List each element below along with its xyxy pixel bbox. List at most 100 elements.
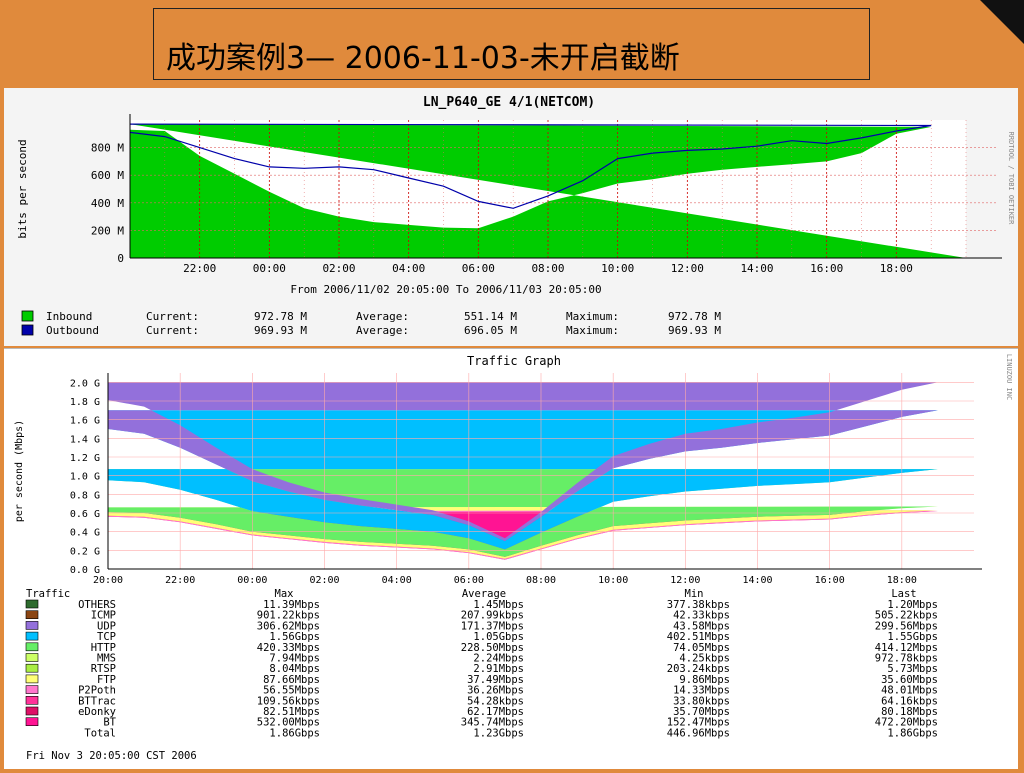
y-tick-label: 1.4 G [70, 434, 100, 445]
row-average: 2.24Mbps [473, 653, 524, 665]
x-tick-label: 10:00 [601, 262, 634, 275]
x-tick-label: 14:00 [742, 575, 772, 586]
row-max: 901.22kbps [257, 610, 320, 622]
x-tick-label: 08:00 [526, 575, 556, 586]
vendor-label: LINUZOU INC [1005, 354, 1013, 400]
row-min: 35.70Mbps [673, 706, 730, 718]
row-last: 1.86Gbps [887, 727, 938, 739]
row-last: 472.20Mbps [875, 717, 938, 729]
cacti-traffic-graph: Traffic Graph per second (Mbps) LINUZOU IN… [14, 354, 1013, 762]
row-swatch [25, 663, 39, 673]
row-min: 74.05Mbps [673, 642, 730, 654]
y-tick-label: 1.2 G [70, 453, 100, 464]
row-average: 2.91Mbps [473, 663, 524, 675]
y-axis-label: per second (Mbps) [14, 420, 25, 522]
table-header: Last [891, 588, 916, 600]
table-header: Traffic [26, 588, 70, 600]
row-min: 152.47Mbps [667, 717, 730, 729]
slide-title-box: 成功案例3— 2006-11-03-未开启截断 [153, 8, 870, 80]
y-tick-label: 0.6 G [70, 509, 100, 520]
x-tick-label: 04:00 [382, 575, 412, 586]
x-tick-label: 06:00 [462, 262, 495, 275]
row-max: 11.39Mbps [263, 599, 320, 611]
legend-current: 969.93 M [254, 324, 307, 337]
x-tick-label: 22:00 [183, 262, 216, 275]
legend-average-label: Average: [356, 310, 409, 323]
y-tick-label: 1.8 G [70, 397, 100, 408]
legend-maximum-label: Maximum: [566, 310, 619, 323]
row-min: 4.25kbps [679, 653, 730, 665]
x-tick-label: 16:00 [810, 262, 843, 275]
row-name: HTTP [91, 642, 116, 654]
row-min: 33.80kbps [673, 695, 730, 707]
mrtg-traffic-panel: LN_P640_GE 4/1(NETCOM) bits per second RRD… [4, 88, 1018, 346]
y-tick-label: 0.8 G [70, 490, 100, 501]
legend-current-label: Current: [146, 324, 199, 337]
y-tick-label: 1.0 G [70, 472, 100, 483]
row-max: 1.56Gbps [269, 631, 320, 643]
y-tick-label: 400 M [91, 197, 124, 210]
row-last: 299.56Mbps [875, 620, 938, 632]
x-tick-label: 02:00 [322, 262, 355, 275]
x-tick-label: 12:00 [670, 575, 700, 586]
x-tick-label: 10:00 [598, 575, 628, 586]
row-last: 1.55Gbps [887, 631, 938, 643]
row-swatch [25, 674, 39, 684]
table-header: Average [462, 588, 506, 600]
y-tick-label: 800 M [91, 142, 124, 155]
legend-name: Outbound [46, 324, 99, 337]
row-average: 207.99kbps [461, 610, 524, 622]
legend-current: 972.78 M [254, 310, 307, 323]
cacti-traffic-panel: Traffic Graph per second (Mbps) LINUZOU IN… [4, 348, 1018, 769]
x-tick-label: 16:00 [815, 575, 845, 586]
row-max: 1.86Gbps [269, 727, 320, 739]
row-swatch [25, 631, 39, 641]
row-max: 8.04Mbps [269, 663, 320, 675]
legend-maximum-label: Maximum: [566, 324, 619, 337]
row-max: 56.55Mbps [263, 685, 320, 697]
row-swatch [25, 599, 39, 609]
time-range: From 2006/11/02 20:05:00 To 2006/11/03 2… [290, 283, 601, 296]
vendor-label: RRDTOOL / TOBI OETIKER [1007, 132, 1015, 226]
slide-corner-decoration [980, 0, 1024, 44]
row-last: 505.22kbps [875, 610, 938, 622]
row-min: 377.38kbps [667, 599, 730, 611]
y-tick-label: 200 M [91, 224, 124, 237]
row-name: RTSP [91, 663, 116, 675]
row-max: 306.62Mbps [257, 620, 320, 632]
x-tick-label: 00:00 [253, 262, 286, 275]
stack-area-udp [108, 382, 938, 541]
row-min: 9.86Mbps [679, 674, 730, 686]
row-average: 1.45Mbps [473, 599, 524, 611]
row-name: BTTrac [78, 695, 116, 707]
x-tick-label: 18:00 [880, 262, 913, 275]
row-last: 1.20Mbps [887, 599, 938, 611]
row-max: 7.94Mbps [269, 653, 320, 665]
row-swatch [25, 685, 39, 694]
row-last: 48.01Mbps [881, 685, 938, 697]
row-max: 420.33Mbps [257, 642, 320, 654]
y-tick-label: 0.0 G [70, 565, 100, 576]
stack-area-ftp [108, 506, 938, 559]
row-max: 109.56kbps [257, 695, 320, 707]
row-name: OTHERS [78, 599, 116, 611]
row-average: 228.50Mbps [461, 642, 524, 654]
legend-average-label: Average: [356, 324, 409, 337]
row-name: UDP [97, 620, 116, 632]
legend-swatch [21, 310, 34, 322]
row-swatch [25, 717, 39, 727]
row-name: eDonky [78, 706, 116, 718]
y-tick-label: 0.4 G [70, 528, 100, 539]
chart-title: Traffic Graph [467, 354, 561, 368]
row-name: MMS [97, 653, 116, 665]
row-average: 171.37Mbps [461, 620, 524, 632]
legend-current-label: Current: [146, 310, 199, 323]
row-max: 87.66Mbps [263, 674, 320, 686]
row-last: 64.16kbps [881, 695, 938, 707]
row-average: 1.05Gbps [473, 631, 524, 643]
row-last: 414.12Mbps [875, 642, 938, 654]
table-header: Min [685, 588, 704, 600]
legend-average: 551.14 M [464, 310, 517, 323]
x-tick-label: 22:00 [165, 575, 195, 586]
row-name: ICMP [91, 610, 116, 622]
